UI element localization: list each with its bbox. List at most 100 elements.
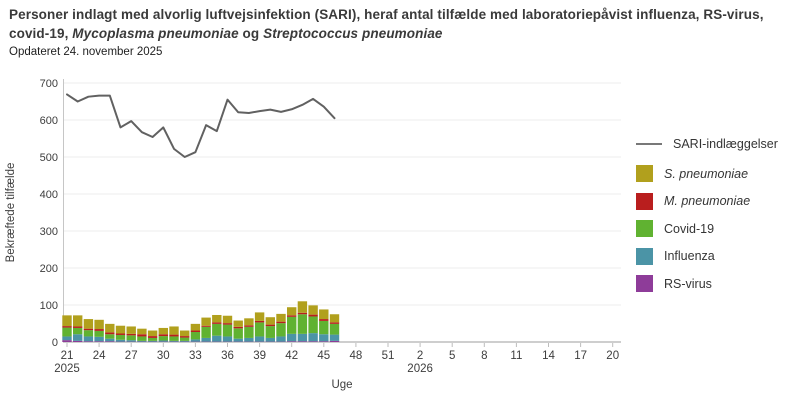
bar-segment <box>222 323 233 325</box>
legend-line-sample <box>636 142 662 145</box>
x-tick-label: 48 <box>350 350 363 362</box>
bar-segment <box>158 336 168 341</box>
x-tick-label: 33 <box>189 350 202 362</box>
sari-line <box>66 93 336 158</box>
bar-segment <box>115 333 126 335</box>
bar-segment <box>265 337 275 342</box>
bar-segment <box>83 336 94 342</box>
bar-segment <box>115 334 126 340</box>
bar-segment <box>137 328 147 335</box>
chart-title-species-2: Streptococcus pneumoniae <box>263 26 443 42</box>
bar-segment <box>222 324 233 337</box>
bar-segment <box>319 320 329 335</box>
bar-segment <box>73 340 83 342</box>
legend-color-swatch <box>636 220 653 237</box>
bar-segment <box>147 336 158 338</box>
x-tick-label: 30 <box>157 350 170 362</box>
bar-segment <box>297 341 308 342</box>
bar-segment <box>169 334 179 337</box>
bar-segment <box>212 314 222 323</box>
bar-segment <box>147 340 158 342</box>
bar-segment <box>94 341 104 342</box>
bar-segment <box>233 320 243 327</box>
legend-item: Influenza <box>636 247 798 265</box>
bar-segment <box>329 340 340 342</box>
chart-header: Personer indlagt med alvorlig luftvejsin… <box>9 5 789 58</box>
legend-item: Covid-19 <box>636 220 798 237</box>
legend-label: RS-virus <box>664 276 712 291</box>
bar-segment <box>244 337 254 342</box>
bar-segment <box>254 320 265 323</box>
legend-color-swatch <box>636 275 653 292</box>
bar-segment <box>105 323 115 333</box>
bar-segment <box>126 340 136 342</box>
bar-segment <box>137 334 147 337</box>
bar-segment <box>62 336 72 341</box>
bar-segment <box>158 334 168 337</box>
bar-segment <box>329 314 340 323</box>
bar-segment <box>287 333 297 342</box>
bar-segment <box>319 334 329 342</box>
bar-segment <box>83 330 94 337</box>
bar-segment <box>308 314 318 317</box>
bar-segment <box>137 340 147 342</box>
bar-segment <box>73 315 83 327</box>
bar-segment <box>308 305 318 315</box>
bar-segment <box>94 329 104 331</box>
x-tick-label: 45 <box>317 350 330 362</box>
bar-segment <box>169 340 179 342</box>
bar-segment <box>222 315 233 324</box>
y-tick-label: 0 <box>52 337 58 349</box>
x-tick-label: 51 <box>382 350 395 362</box>
bar-segment <box>201 326 211 338</box>
y-tick-label: 200 <box>40 263 58 275</box>
bar-segment <box>126 335 136 341</box>
bar-segment <box>319 319 329 321</box>
x-tick-label: 5 <box>449 350 455 362</box>
x-tick-label: 20 <box>606 350 619 362</box>
bar-segment <box>190 332 201 340</box>
bar-segment <box>126 333 136 336</box>
bar-segment <box>308 333 318 342</box>
y-tick-label: 300 <box>40 226 58 238</box>
bar-segment <box>265 317 275 325</box>
x-tick-label: 2 <box>417 350 423 362</box>
bar-segment <box>83 319 94 329</box>
bar-segment <box>329 334 340 341</box>
bar-segment <box>190 323 201 331</box>
x-tick-label: 21 <box>61 350 74 362</box>
bar-segment <box>329 323 340 335</box>
bar-segment <box>62 327 72 337</box>
bar-segment <box>73 326 83 328</box>
bar-segment <box>265 326 275 338</box>
bar-segment <box>287 307 297 316</box>
chart-updated-date: Opdateret 24. november 2025 <box>9 46 163 59</box>
bar-segment <box>329 322 340 324</box>
x-tick-label: 8 <box>481 350 487 362</box>
y-tick-label: 600 <box>40 115 58 127</box>
chart-title-conjunction: og <box>238 26 264 42</box>
legend-item: S. pneumoniae <box>636 165 798 182</box>
x-axis-title: Uge <box>331 379 352 391</box>
bar-segment <box>180 336 190 338</box>
bar-segment <box>169 336 179 341</box>
legend-label: Covid-19 <box>664 221 715 236</box>
bar-segment <box>233 338 243 342</box>
year-label: 2026 <box>407 363 433 375</box>
legend-item: M. pneumoniae <box>636 192 798 210</box>
bar-segment <box>287 341 297 342</box>
bar-segment <box>169 326 179 335</box>
bar-segment <box>105 341 115 342</box>
bar-segment <box>105 332 115 335</box>
y-tick-label: 500 <box>40 152 58 164</box>
legend-label: SARI-indlæggelser <box>673 136 778 151</box>
bar-segment <box>126 326 136 334</box>
bar-segment <box>94 336 104 342</box>
bar-segment <box>94 330 104 337</box>
x-tick-label: 39 <box>253 350 266 362</box>
bar-segment <box>319 341 329 342</box>
bar-segment <box>297 333 308 342</box>
bar-segment <box>115 325 126 334</box>
